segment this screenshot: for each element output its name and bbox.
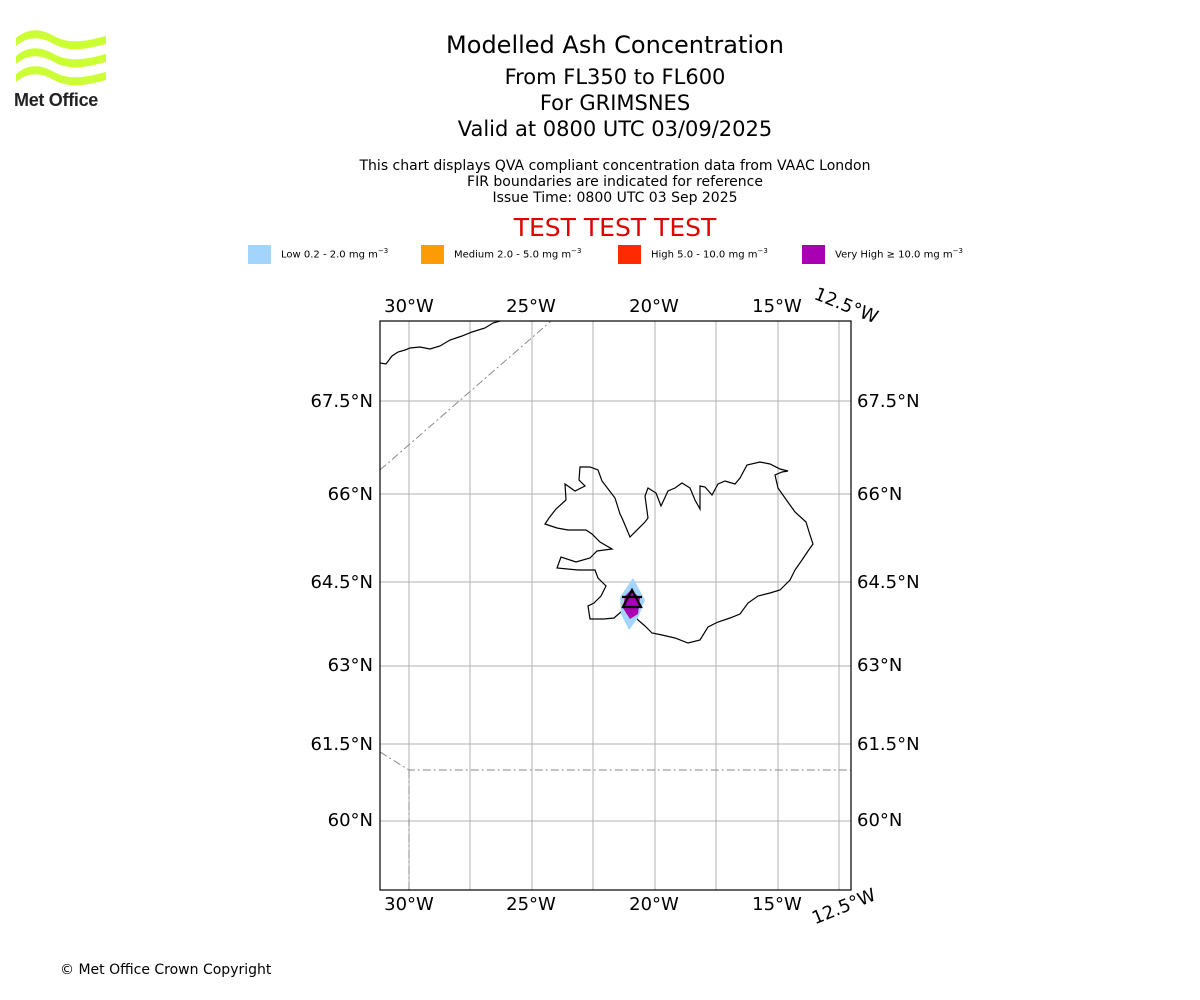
lat-labels-right: 67.5°N 66°N 64.5°N 63°N 61.5°N 60°N: [857, 391, 920, 831]
lat-label-left-67-5n: 67.5°N: [310, 391, 373, 412]
lon-label-top-15w: 15°W: [752, 296, 802, 317]
legend-label-low: Low 0.2 - 2.0 mg m−3: [281, 247, 389, 261]
valid-time: Valid at 0800 UTC 03/09/2025: [457, 117, 773, 141]
legend-label-high: High 5.0 - 10.0 mg m−3: [651, 247, 768, 261]
chart-notes: This chart displays QVA compliant concen…: [0, 158, 1200, 206]
logo-text: Met Office: [14, 90, 99, 110]
lon-label-bottom-20w: 20°W: [629, 894, 679, 915]
met-office-logo: Met Office: [14, 30, 108, 112]
greenland-coast: [379, 320, 501, 365]
volcano-name: For GRIMSNES: [539, 91, 691, 115]
legend-swatch-low: [248, 244, 271, 264]
lat-label-right-61-5n: 61.5°N: [857, 734, 920, 755]
legend-label-medium: Medium 2.0 - 5.0 mg m−3: [454, 247, 582, 261]
legend-swatch-high: [618, 244, 641, 264]
lon-label-bottom-15w: 15°W: [752, 894, 802, 915]
ash-plume: [620, 578, 645, 630]
lon-label-bottom-25w: 25°W: [506, 894, 556, 915]
lat-label-left-61-5n: 61.5°N: [310, 734, 373, 755]
map-frame: [379, 320, 852, 891]
flight-level-range: From FL350 to FL600: [504, 65, 726, 89]
note-fir: FIR boundaries are indicated for referen…: [467, 174, 763, 190]
lat-label-right-60n: 60°N: [857, 810, 902, 831]
coastlines: [379, 320, 814, 644]
lat-label-right-66n: 66°N: [857, 484, 902, 505]
lat-label-right-67-5n: 67.5°N: [857, 391, 920, 412]
volcano-marker-icon: [621, 587, 643, 609]
lat-labels-left: 67.5°N 66°N 64.5°N 63°N 61.5°N 60°N: [310, 391, 373, 831]
lat-label-left-60n: 60°N: [328, 810, 373, 831]
copyright: © Met Office Crown Copyright: [60, 962, 272, 978]
note-issue-time: Issue Time: 0800 UTC 03 Sep 2025: [492, 190, 738, 206]
legend-swatch-very-high: [802, 244, 825, 264]
lat-label-left-64-5n: 64.5°N: [310, 572, 373, 593]
test-banner: TEST TEST TEST: [513, 213, 717, 242]
lat-label-left-66n: 66°N: [328, 484, 373, 505]
chart-titles: Modelled Ash Concentration From FL350 to…: [0, 30, 1200, 142]
lon-label-top-30w: 30°W: [384, 296, 434, 317]
legend-item-low: Low 0.2 - 2.0 mg m−3: [248, 244, 388, 264]
lon-label-bottom-30w: 30°W: [384, 894, 434, 915]
lat-label-left-63n: 63°N: [328, 655, 373, 676]
lon-label-top-25w: 25°W: [506, 296, 556, 317]
lon-label-bottom-12-5w: 12.5°W: [809, 885, 879, 930]
legend-label-very-high: Very High ≥ 10.0 mg m−3: [835, 247, 963, 261]
legend-item-high: High 5.0 - 10.0 mg m−3: [618, 244, 768, 264]
lon-label-top-20w: 20°W: [629, 296, 679, 317]
legend-item-medium: Medium 2.0 - 5.0 mg m−3: [421, 244, 581, 264]
legend-item-very-high: Very High ≥ 10.0 mg m−3: [802, 244, 963, 264]
legend-swatch-medium: [421, 244, 444, 264]
note-qva: This chart displays QVA compliant concen…: [359, 158, 871, 174]
met-office-waves-icon: [16, 30, 106, 86]
page-title: Modelled Ash Concentration: [446, 31, 784, 59]
map-graticule: [380, 321, 851, 890]
lat-label-right-64-5n: 64.5°N: [857, 572, 920, 593]
iceland-coast: [544, 461, 814, 644]
fir-boundaries: [379, 320, 851, 890]
lon-labels-bottom: 30°W 25°W 20°W 15°W 12.5°W: [384, 885, 879, 930]
lat-label-right-63n: 63°N: [857, 655, 902, 676]
